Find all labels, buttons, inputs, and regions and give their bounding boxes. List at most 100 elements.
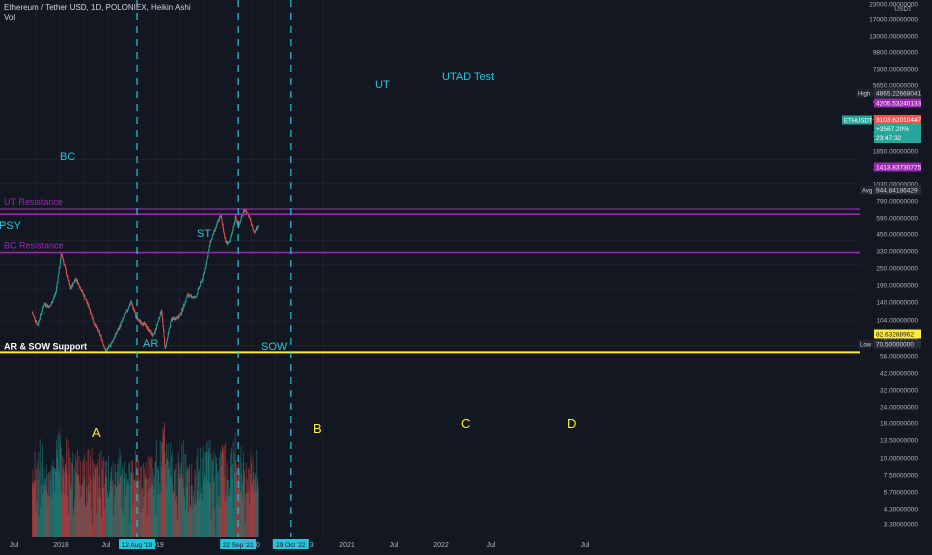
volume-bar xyxy=(110,479,111,537)
candle-body xyxy=(101,339,103,342)
volume-bar xyxy=(58,430,60,537)
candle-body xyxy=(162,319,164,326)
candle-body xyxy=(249,218,251,220)
high-value: 4865.22668041 xyxy=(876,91,922,98)
avg-value: 944.84186429 xyxy=(876,188,918,195)
volume-bar xyxy=(238,472,240,537)
candle-body xyxy=(139,320,141,323)
candle-body xyxy=(223,228,225,233)
volume-bar xyxy=(31,482,33,537)
candle-body xyxy=(143,322,145,324)
volume-bar xyxy=(202,500,204,537)
candle-body xyxy=(127,309,129,311)
candle-body xyxy=(232,226,234,231)
candle-body xyxy=(199,285,201,287)
candle-body xyxy=(54,294,56,296)
candle-body xyxy=(120,322,122,327)
price-tick: 56.00000000 xyxy=(880,354,918,361)
candle-body xyxy=(159,316,161,318)
candle-body xyxy=(145,323,147,325)
candle-body xyxy=(230,238,231,242)
volume-bar xyxy=(216,463,218,537)
candle-body xyxy=(192,297,194,298)
candle-body xyxy=(131,301,132,303)
phase-dividers xyxy=(136,0,292,537)
ut-resistance-value-bg xyxy=(874,98,921,108)
volume-bar xyxy=(164,452,166,537)
volume-bar xyxy=(51,498,53,537)
candle-body xyxy=(134,311,136,313)
candle-body xyxy=(34,316,35,318)
candle-body xyxy=(111,341,113,343)
volume-bar xyxy=(183,489,185,537)
volume-bar xyxy=(140,512,142,537)
volume-bar xyxy=(222,448,224,537)
candle-body xyxy=(60,257,62,263)
candle-body xyxy=(60,253,62,258)
volume-bar xyxy=(99,488,101,537)
time-marker: 29 Oct '22 xyxy=(276,542,306,549)
candle-body xyxy=(233,223,235,226)
volume-bar xyxy=(78,455,80,537)
volume-bar xyxy=(238,467,240,537)
volume-bar xyxy=(205,452,207,537)
volume-bar xyxy=(228,479,230,537)
volume-bar xyxy=(58,469,60,537)
st-label: ST xyxy=(197,228,211,240)
candle-body xyxy=(195,296,197,298)
volume-bar xyxy=(157,468,159,537)
volume-bar xyxy=(174,469,176,537)
candle-body xyxy=(203,272,205,274)
candle-body xyxy=(68,280,70,285)
time-tick: 2022 xyxy=(433,542,449,549)
volume-bar xyxy=(97,459,99,537)
candle-body xyxy=(61,254,63,258)
candle-body xyxy=(97,329,99,332)
volume-bar xyxy=(220,451,221,537)
candle-body xyxy=(112,341,114,343)
volume-bar xyxy=(41,444,43,537)
candle-body xyxy=(214,227,216,230)
candle-body xyxy=(162,325,164,331)
candle-body xyxy=(252,227,254,230)
time-marker: 12 Aug '19 xyxy=(122,542,153,549)
time-tick: Jul xyxy=(487,542,496,549)
volume-bar xyxy=(94,466,96,537)
candle-body xyxy=(158,317,160,319)
candle-body xyxy=(204,267,206,269)
volume-bar xyxy=(240,446,242,537)
price-tick: 104.00000000 xyxy=(876,318,918,325)
candle-body xyxy=(256,226,258,229)
volume-bar xyxy=(257,477,259,537)
volume-bar xyxy=(167,460,169,537)
candle-body xyxy=(126,310,128,312)
support-label: AR & SOW Support xyxy=(4,341,87,351)
candle-body xyxy=(154,332,155,334)
candle-body xyxy=(146,326,148,328)
high-tag-bg xyxy=(856,88,874,98)
candle-body xyxy=(37,323,39,326)
volume-bar xyxy=(80,484,82,537)
volume-bar xyxy=(159,440,161,537)
candle-body xyxy=(206,257,208,259)
volume-bar xyxy=(189,507,191,537)
price-tick: 790.00000000 xyxy=(876,199,918,206)
volume-bar xyxy=(239,492,241,537)
volume-bar xyxy=(245,493,247,537)
time-marker-bg xyxy=(220,539,257,549)
candle-body xyxy=(113,338,115,340)
volume-bar xyxy=(187,466,188,537)
symbol-tag: ETHUSDT xyxy=(844,119,873,125)
volume-bar xyxy=(114,464,116,537)
volume-bar xyxy=(148,478,150,537)
candle-body xyxy=(93,320,95,323)
candle-body xyxy=(128,305,130,309)
price-tick: 13000.00000000 xyxy=(869,34,918,41)
candle-body xyxy=(42,307,44,308)
volume-bar xyxy=(225,441,227,537)
candle-body xyxy=(225,242,227,243)
candle-body xyxy=(164,344,166,349)
volume-bar xyxy=(208,447,210,537)
